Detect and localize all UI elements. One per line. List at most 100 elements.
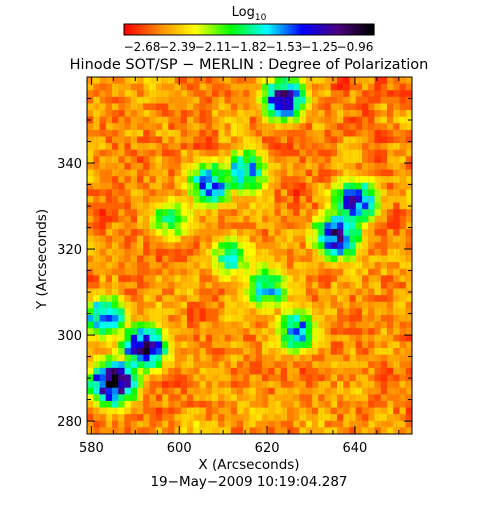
heatmap-cell [343, 156, 350, 164]
heatmap-cell [362, 275, 369, 283]
heatmap-cell [280, 162, 288, 171]
heatmap-cell [268, 281, 275, 290]
colorbar-cell [342, 24, 345, 35]
heatmap-cell [237, 116, 244, 124]
heatmap-cell [368, 202, 375, 210]
colorbar-cell [334, 24, 337, 35]
heatmap-cell [274, 381, 282, 389]
heatmap-cell [199, 268, 207, 276]
heatmap-cell [343, 202, 350, 210]
heatmap-cell [243, 116, 250, 124]
heatmap-cell [380, 229, 388, 237]
heatmap-cell [387, 149, 394, 157]
heatmap-cell [137, 348, 144, 356]
heatmap-cell [130, 182, 138, 190]
heatmap-cell [180, 414, 188, 422]
heatmap-cell [387, 394, 394, 402]
heatmap-cell [137, 387, 144, 395]
heatmap-cell [205, 262, 213, 270]
heatmap-cell [355, 182, 363, 190]
heatmap-cell [324, 400, 332, 409]
heatmap-cell [255, 136, 263, 144]
heatmap-cell [368, 328, 375, 336]
heatmap-cell [312, 169, 319, 177]
heatmap-cell [399, 268, 407, 276]
heatmap-cell [393, 235, 400, 243]
heatmap-cell [105, 83, 113, 91]
heatmap-cell [355, 315, 363, 323]
heatmap-cell [124, 209, 132, 217]
heatmap-cell [243, 182, 250, 190]
heatmap-cell [187, 123, 194, 131]
heatmap-cell [155, 334, 163, 342]
heatmap-cell [324, 182, 332, 190]
heatmap-cell [180, 295, 188, 303]
heatmap-cell [305, 262, 313, 270]
heatmap-cell [249, 275, 257, 283]
heatmap-cell [312, 354, 319, 362]
heatmap-cell [355, 196, 363, 204]
heatmap-cell [255, 381, 263, 389]
heatmap-cell [137, 427, 144, 435]
heatmap-cell [287, 162, 294, 171]
heatmap-cell [205, 169, 213, 177]
heatmap-cell [99, 162, 107, 171]
heatmap-cell [399, 321, 407, 329]
heatmap-cell [205, 143, 213, 151]
heatmap-cell [105, 315, 113, 323]
heatmap-cell [230, 394, 238, 402]
heatmap-cell [205, 361, 213, 369]
heatmap-cell [118, 222, 125, 230]
heatmap-cell [224, 334, 232, 342]
heatmap-cell [130, 301, 138, 309]
heatmap-cell [349, 182, 357, 190]
heatmap-cell [255, 149, 263, 157]
heatmap-cell [268, 202, 275, 210]
heatmap-cell [287, 255, 294, 263]
heatmap-cell [105, 162, 113, 171]
heatmap-cell [293, 209, 300, 217]
heatmap-cell [305, 334, 313, 342]
heatmap-cell [337, 156, 344, 164]
heatmap-cell [368, 103, 375, 111]
heatmap-cell [155, 374, 163, 382]
heatmap-cell [287, 400, 294, 409]
heatmap-cell [337, 361, 344, 369]
heatmap-cell [274, 116, 282, 124]
heatmap-cell [230, 242, 238, 250]
heatmap-cell [287, 354, 294, 362]
heatmap-cell [274, 255, 282, 263]
heatmap-cell [168, 301, 175, 309]
heatmap-cell [230, 301, 238, 309]
heatmap-cell [312, 116, 319, 124]
heatmap-cell [387, 255, 394, 263]
heatmap-cell [99, 321, 107, 329]
heatmap-cell [243, 202, 250, 210]
heatmap-cell [262, 149, 269, 157]
heatmap-cell [274, 189, 282, 197]
heatmap-cell [405, 90, 413, 98]
heatmap-cell [193, 328, 200, 336]
heatmap-cell [143, 116, 150, 124]
heatmap-cell [343, 123, 350, 131]
heatmap-cell [349, 381, 357, 389]
heatmap-cell [249, 341, 257, 349]
heatmap-cell [137, 308, 144, 316]
heatmap-cell [199, 381, 207, 389]
colorbar-cell [148, 24, 151, 35]
colorbar-cell [350, 24, 353, 35]
heatmap-cell [293, 129, 300, 137]
heatmap-cell [243, 215, 250, 223]
heatmap-cell [255, 407, 263, 415]
heatmap-cell [262, 262, 269, 270]
heatmap-cell [193, 90, 200, 98]
heatmap-cell [268, 407, 275, 415]
heatmap-cell [105, 301, 113, 309]
heatmap-cell [212, 315, 219, 323]
heatmap-cell [218, 308, 225, 316]
heatmap-cell [280, 288, 288, 296]
heatmap-cell [380, 169, 388, 177]
colorbar-cell [244, 24, 247, 35]
heatmap-cell [118, 407, 125, 415]
heatmap-cell [112, 374, 119, 382]
